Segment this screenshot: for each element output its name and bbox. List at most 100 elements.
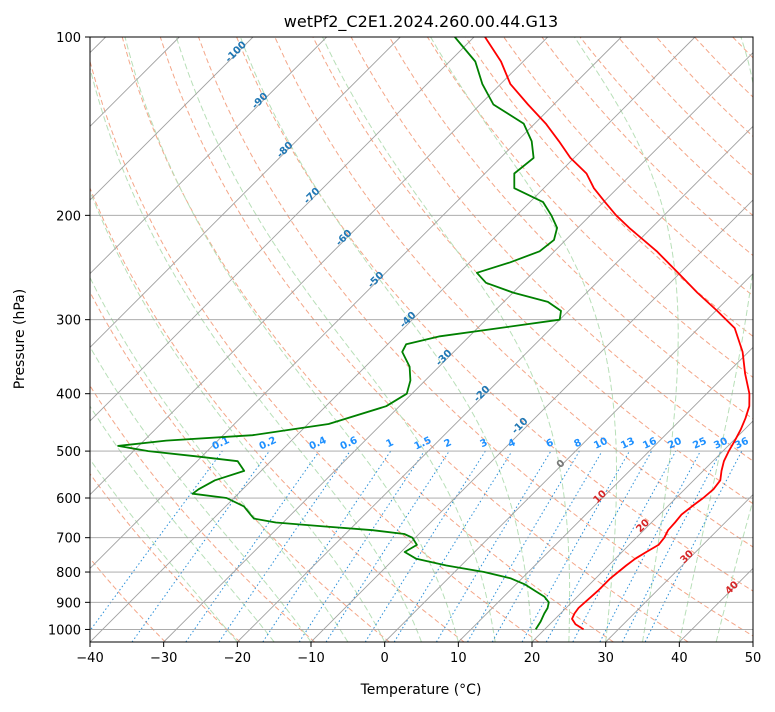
y-tick-label: 600 (56, 492, 81, 507)
mixing-ratio-line (82, 451, 223, 642)
mixing-ratio-label: 4 (506, 437, 517, 450)
dry-adiabat-label: -90 (250, 91, 271, 112)
mixing-ratio-label: 25 (691, 436, 708, 452)
mixing-ratio-line (622, 451, 721, 642)
y-tick-label: 300 (56, 314, 81, 329)
x-tick-label: −40 (76, 651, 103, 666)
dry-adiabat-line (351, 37, 775, 642)
isotherm-line (0, 37, 327, 642)
profile-lines (118, 37, 749, 629)
x-tick-label: 0 (381, 651, 389, 666)
moist-adiabat-label: 30 (678, 548, 696, 566)
moist-adiabat-label: 0 (555, 458, 568, 471)
moist-adiabat-line (240, 37, 532, 642)
dry-adiabat-label: -60 (334, 228, 355, 249)
mixing-ratio-line (365, 451, 485, 642)
mixing-ratio-label: 3 (478, 437, 489, 450)
dry-adiabat-line (504, 37, 775, 642)
dry-adiabat-line (237, 37, 775, 642)
dry-adiabat-label: -100 (223, 39, 249, 65)
moist-adiabat-line (575, 37, 679, 642)
dry-adiabat-label: -40 (398, 310, 419, 331)
isotherm-line (753, 37, 775, 642)
dry-adiabat-line (389, 37, 775, 642)
mixing-ratio-label: 8 (572, 437, 583, 450)
moist-adiabat-line (125, 37, 458, 642)
mixing-ratio-label: 20 (666, 436, 683, 452)
dry-adiabat-label: -10 (510, 416, 531, 437)
dry-adiabat-line (656, 37, 775, 642)
mixing-ratio-label: 2 (442, 437, 453, 450)
mixing-ratio-line (522, 451, 629, 642)
moist-adiabat-line (83, 37, 422, 642)
x-tick-label: 30 (597, 651, 614, 666)
mixing-ratio-line (326, 451, 449, 642)
moist-adiabat-line (0, 37, 237, 642)
mixing-ratio-label: 1 (384, 437, 395, 450)
moist-adiabat-line (716, 37, 775, 642)
dry-adiabat-line (0, 37, 240, 642)
x-axis-label: Temperature (°C) (360, 682, 482, 698)
mixing-ratio-line (219, 451, 350, 642)
x-tick-label: 20 (524, 651, 541, 666)
moist-adiabat-line (0, 37, 274, 642)
dry-adiabat-label: -80 (275, 140, 296, 161)
dry-adiabat-label: -50 (366, 270, 387, 291)
mixing-ratio-label: 16 (641, 436, 658, 452)
mixing-ratio-label: 10 (592, 436, 609, 452)
x-tick-label: −30 (150, 651, 177, 666)
x-tick-label: 50 (745, 651, 762, 666)
isotherm-line (0, 37, 400, 642)
isotherm-line (164, 37, 769, 642)
x-tick-label: 40 (671, 651, 688, 666)
isotherm-line (237, 37, 775, 642)
moist-adiabat-line (323, 37, 570, 642)
dry-adiabat-line (84, 37, 539, 642)
moist-adiabat-line (431, 37, 617, 642)
x-tick-label: 10 (450, 651, 467, 666)
y-tick-label: 100 (56, 31, 81, 46)
isotherm-line (679, 37, 775, 642)
x-tick-label: −10 (297, 651, 324, 666)
moist-adiabat-line (753, 37, 775, 642)
dewpoint-profile-line (118, 37, 561, 629)
moist-adiabat-line (176, 37, 495, 642)
dry-adiabat-line (542, 37, 775, 642)
mixing-ratio-label: 30 (712, 436, 729, 452)
dry-adiabat-line (695, 37, 775, 642)
chart-title: wetPf2_C2E1.2024.260.00.44.G13 (284, 12, 558, 32)
y-tick-label: 800 (56, 566, 81, 581)
y-tick-label: 200 (56, 209, 81, 224)
dry-adiabat-label: -30 (434, 348, 455, 369)
moist-adiabat-label: 20 (634, 517, 652, 535)
mixing-ratio-line (436, 451, 551, 642)
mixing-ratio-label: 13 (619, 436, 636, 452)
dry-adiabat-line (427, 37, 775, 642)
isotherm-line (0, 37, 253, 642)
x-tick-label: −20 (224, 651, 251, 666)
moist-adiabat-line (17, 37, 348, 642)
mixing-ratio-line (299, 451, 424, 642)
isotherm-line (90, 37, 695, 642)
y-tick-label: 500 (56, 445, 81, 460)
dry-adiabat-label: -70 (302, 186, 323, 207)
mixing-ratio-label: 0.4 (308, 435, 329, 452)
moist-adiabat-line (0, 37, 311, 642)
isotherm-line (0, 37, 548, 642)
y-tick-label: 1000 (48, 623, 81, 638)
y-tick-label: 900 (56, 596, 81, 611)
y-axis-label: Pressure (hPa) (12, 289, 28, 389)
dry-adiabat-label: -20 (472, 384, 493, 405)
isotherm-line (458, 37, 775, 642)
mixing-ratio-label: 0.2 (258, 435, 279, 452)
dry-adiabat-line (771, 37, 775, 642)
dry-adiabat-line (466, 37, 775, 642)
y-tick-label: 700 (56, 532, 81, 547)
dry-adiabat-line (0, 37, 315, 642)
mixing-ratio-line (573, 451, 676, 642)
isotherm-line (385, 37, 775, 642)
line-labels: -100-90-80-70-60-50-40-30-20-10010203040… (211, 39, 751, 597)
background-lines (0, 37, 775, 642)
